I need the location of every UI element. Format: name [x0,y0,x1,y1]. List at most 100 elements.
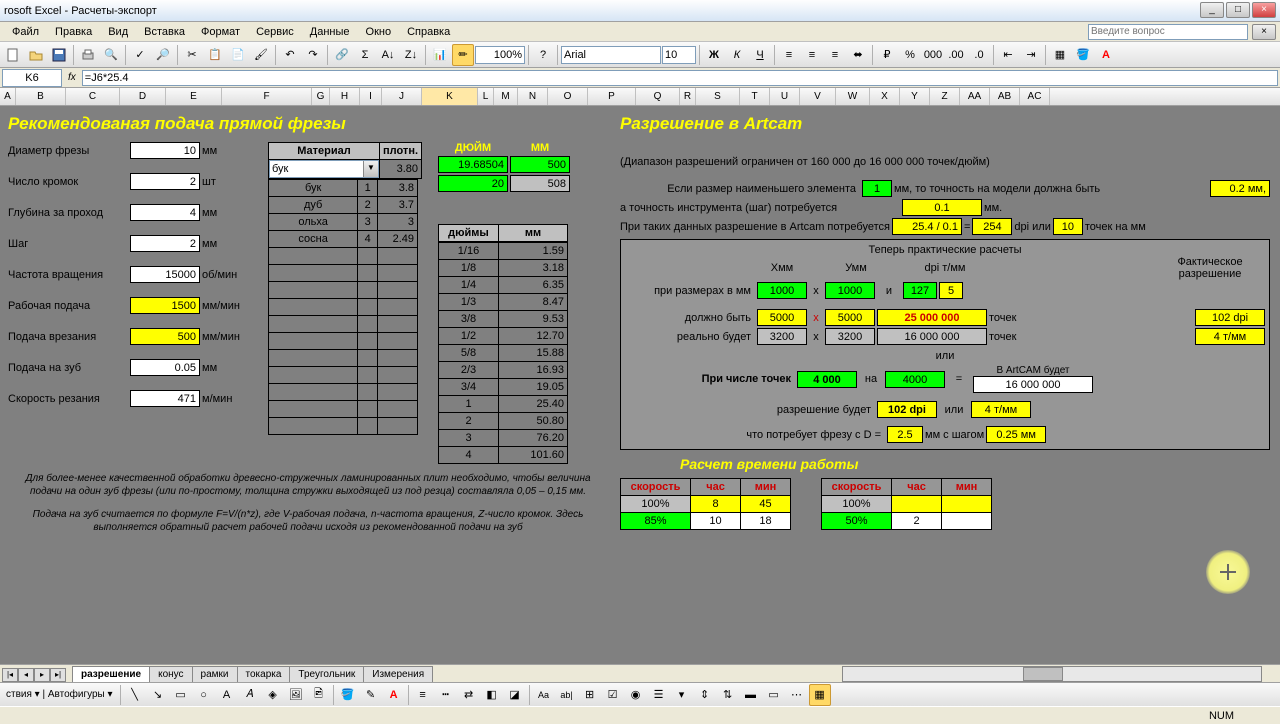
fill-icon[interactable]: 🪣 [337,684,359,706]
align-left-icon[interactable]: ≡ [778,44,800,66]
button-icon[interactable]: ▬ [740,684,762,706]
menu-insert[interactable]: Вставка [136,24,193,40]
clipart-icon[interactable]: 🖼 [285,684,307,706]
col-V[interactable]: V [800,88,836,105]
picture-icon[interactable]: 🖻 [308,684,330,706]
hyperlink-icon[interactable]: 🔗 [331,44,353,66]
tab-prev-icon[interactable]: ◂ [18,668,34,682]
col-Y[interactable]: Y [900,88,930,105]
undo-icon[interactable]: ↶ [279,44,301,66]
line-icon[interactable]: ╲ [124,684,146,706]
spell-icon[interactable]: ✓ [129,44,151,66]
paste-icon[interactable]: 📄 [227,44,249,66]
chart-icon[interactable]: 📊 [429,44,451,66]
col-W[interactable]: W [836,88,870,105]
drawing-icon[interactable]: ✏ [452,44,474,66]
copy-icon[interactable]: 📋 [204,44,226,66]
merge-icon[interactable]: ⬌ [847,44,869,66]
redo-icon[interactable]: ↷ [302,44,324,66]
print-icon[interactable] [77,44,99,66]
menu-data[interactable]: Данные [302,24,358,40]
col-M[interactable]: M [494,88,518,105]
line-color-icon[interactable]: ✎ [360,684,382,706]
cut-icon[interactable]: ✂ [181,44,203,66]
option-icon[interactable]: ◉ [625,684,647,706]
menu-tools[interactable]: Сервис [248,24,302,40]
worksheet-area[interactable]: Рекомендованая подача прямой фрезы Диаме… [0,106,1280,664]
inc-indent-icon[interactable]: ⇥ [1020,44,1042,66]
open-icon[interactable] [25,44,47,66]
toggle-grid-icon[interactable]: ▦ [809,684,831,706]
param-value[interactable]: 10 [130,142,200,159]
inc-decimal-icon[interactable]: .00 [945,44,967,66]
maximize-button[interactable]: □ [1226,2,1250,18]
param-value[interactable]: 500 [130,328,200,345]
param-value[interactable]: 15000 [130,266,200,283]
label-aa-icon[interactable]: Aa [533,684,555,706]
col-I[interactable]: I [360,88,382,105]
minimize-button[interactable]: _ [1200,2,1224,18]
tab-last-icon[interactable]: ▸| [50,668,66,682]
font-size-box[interactable] [662,46,696,64]
combo-icon[interactable]: ▾ [671,684,693,706]
rect-icon[interactable]: ▭ [170,684,192,706]
col-G[interactable]: G [312,88,330,105]
col-R[interactable]: R [680,88,696,105]
wordart-icon[interactable]: 𝐴 [239,684,261,706]
currency-icon[interactable]: ₽ [876,44,898,66]
list-icon[interactable]: ☰ [648,684,670,706]
menu-format[interactable]: Формат [193,24,248,40]
save-icon[interactable] [48,44,70,66]
frame-icon[interactable]: ▭ [763,684,785,706]
spinner-icon[interactable]: ⇅ [717,684,739,706]
param-value[interactable]: 4 [130,204,200,221]
col-N[interactable]: N [518,88,548,105]
col-K[interactable]: K [422,88,478,105]
dec-decimal-icon[interactable]: .0 [968,44,990,66]
underline-icon[interactable]: Ч [749,44,771,66]
sort-asc-icon[interactable]: A↓ [377,44,399,66]
checkbox-icon[interactable]: ☑ [602,684,624,706]
col-J[interactable]: J [382,88,422,105]
sheet-tab-конус[interactable]: конус [149,666,192,682]
more-icon[interactable]: ⋯ [786,684,808,706]
font-color-icon[interactable]: A [1095,44,1117,66]
autosum-icon[interactable]: Σ [354,44,376,66]
menu-close-icon[interactable]: × [1252,24,1276,40]
col-S[interactable]: S [696,88,740,105]
align-right-icon[interactable]: ≡ [824,44,846,66]
tab-next-icon[interactable]: ▸ [34,668,50,682]
fill-color-icon[interactable]: 🪣 [1072,44,1094,66]
col-E[interactable]: E [166,88,222,105]
actions-label[interactable]: ствия ▾ | Автофигуры ▾ [2,689,117,700]
dash-icon[interactable]: ┅ [435,684,457,706]
col-X[interactable]: X [870,88,900,105]
textbox-icon[interactable]: A [216,684,238,706]
param-value[interactable]: 1500 [130,297,200,314]
col-L[interactable]: L [478,88,494,105]
col-Q[interactable]: Q [636,88,680,105]
group-icon[interactable]: ⊞ [579,684,601,706]
col-A[interactable]: A [0,88,16,105]
shadow-icon[interactable]: ◧ [481,684,503,706]
new-icon[interactable] [2,44,24,66]
ask-question-box[interactable] [1088,24,1248,40]
h-scrollbar[interactable] [842,666,1262,682]
sheet-tab-токарка[interactable]: токарка [237,666,291,682]
col-P[interactable]: P [588,88,636,105]
menu-view[interactable]: Вид [100,24,136,40]
align-center-icon[interactable]: ≡ [801,44,823,66]
diagram-icon[interactable]: ◈ [262,684,284,706]
menu-file[interactable]: Файл [4,24,47,40]
menu-window[interactable]: Окно [358,24,400,40]
percent-icon[interactable]: % [899,44,921,66]
dec-indent-icon[interactable]: ⇤ [997,44,1019,66]
sheet-tab-рамки[interactable]: рамки [192,666,238,682]
close-button[interactable]: × [1252,2,1276,18]
line-style-icon[interactable]: ≡ [412,684,434,706]
col-AC[interactable]: AC [1020,88,1050,105]
col-AA[interactable]: AA [960,88,990,105]
col-T[interactable]: T [740,88,770,105]
preview-icon[interactable]: 🔍 [100,44,122,66]
borders-icon[interactable]: ▦ [1049,44,1071,66]
